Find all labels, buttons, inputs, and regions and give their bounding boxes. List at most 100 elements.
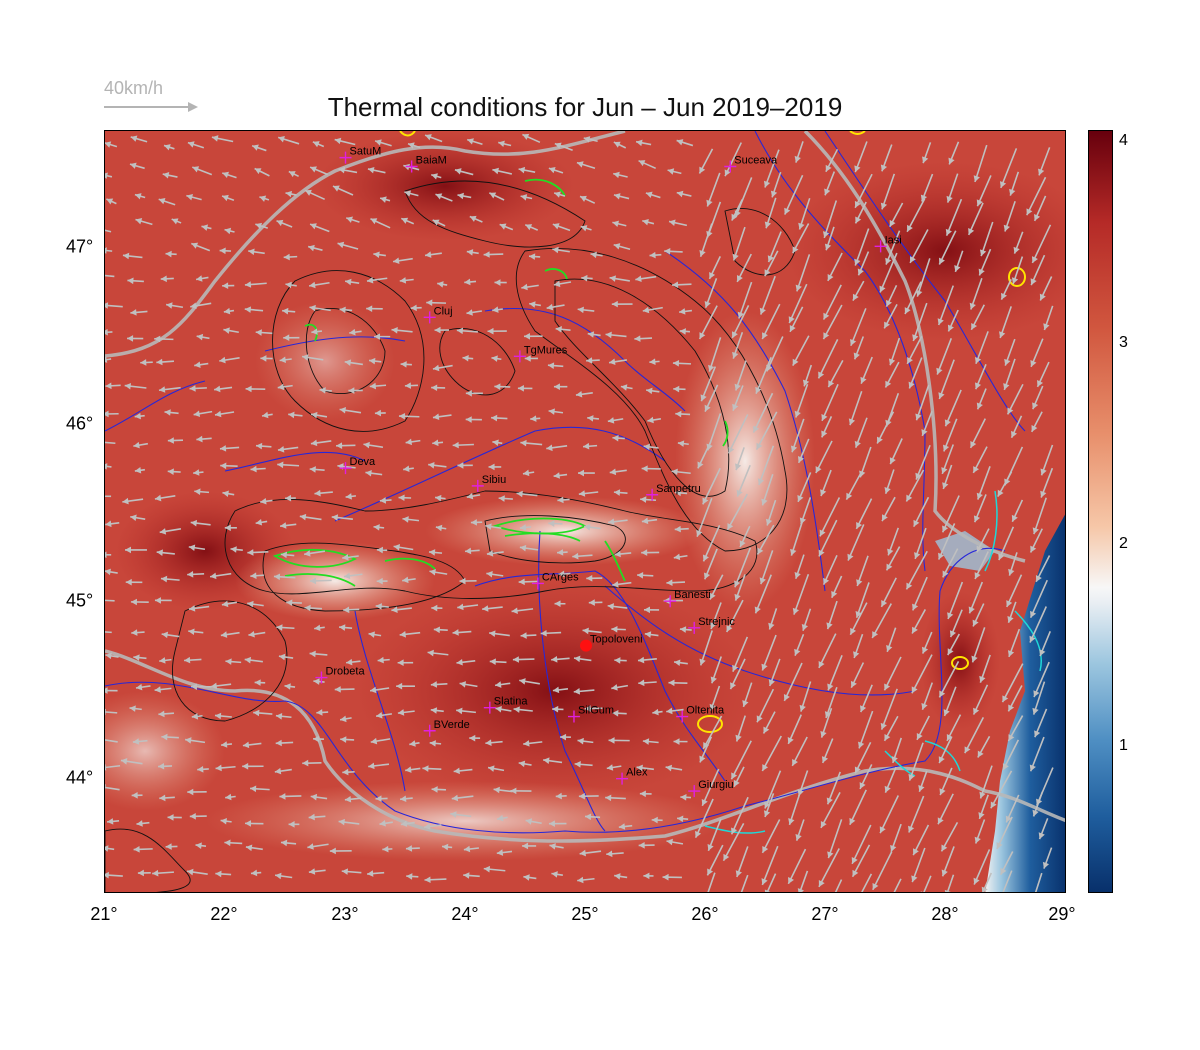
- wind-arrow: [855, 582, 870, 618]
- wind-arrow: [1029, 579, 1048, 619]
- wind-arrow: [560, 733, 571, 741]
- wind-arrow: [673, 385, 686, 393]
- wind-arrow: [757, 445, 775, 486]
- wind-arrow: [160, 275, 174, 283]
- wind-arrow: [915, 444, 931, 480]
- wind-arrow: [365, 469, 383, 477]
- wind-arrow: [944, 874, 955, 892]
- wind-arrow: [821, 738, 834, 764]
- wind-arrow: [451, 794, 474, 802]
- wind-arrow: [647, 416, 662, 424]
- wind-arrow: [250, 869, 262, 877]
- wind-arrow: [702, 715, 723, 750]
- wind-arrow: [166, 302, 184, 309]
- wind-arrow: [367, 166, 386, 174]
- wind-arrow: [105, 463, 112, 470]
- city-label: Sibiu: [482, 474, 506, 486]
- wind-arrow: [1035, 555, 1051, 583]
- wind-arrow: [519, 678, 540, 685]
- wind-arrow: [400, 217, 415, 225]
- wind-arrow: [976, 175, 992, 207]
- wind-arrow: [1038, 147, 1051, 176]
- wind-arrow: [457, 192, 472, 200]
- wind-arrow: [466, 138, 483, 146]
- wind-arrow: [492, 439, 503, 446]
- wind-arrow: [156, 549, 175, 556]
- wind-arrow: [731, 305, 750, 339]
- city-marker: Alex: [616, 767, 648, 785]
- map-frame[interactable]: SatuM BaiaM Suceava Iasi Cluj TgMures Deva Sibi…: [104, 130, 1066, 893]
- wind-arrow: [732, 636, 749, 672]
- wind-arrow: [764, 873, 777, 892]
- wind-arrow: [976, 466, 991, 500]
- wind-arrow: [822, 555, 838, 585]
- wind-arrow: [672, 360, 692, 367]
- wind-arrow: [640, 496, 657, 503]
- city-cross-icon: [423, 724, 436, 737]
- wind-arrow: [968, 581, 984, 614]
- wind-arrow: [464, 547, 480, 555]
- wind-arrow: [941, 495, 960, 533]
- wind-arrow: [1001, 663, 1024, 703]
- wind-arrow: [884, 361, 900, 388]
- wind-arrow: [611, 684, 628, 691]
- wind-arrow: [759, 550, 774, 585]
- wind-arrow: [457, 603, 479, 611]
- wind-arrow: [310, 411, 328, 419]
- wind-arrow: [158, 198, 176, 206]
- wind-arrow: [277, 446, 299, 453]
- wind-arrow: [525, 818, 542, 825]
- wind-arrow: [492, 306, 503, 313]
- wind-arrow: [730, 796, 749, 835]
- wind-arrow: [376, 712, 393, 719]
- wind-arrow: [127, 277, 144, 285]
- wind-arrow: [792, 573, 810, 615]
- wind-arrow: [797, 438, 810, 464]
- wind-arrow: [972, 603, 985, 627]
- wind-arrow: [134, 193, 146, 200]
- wind-arrow: [885, 546, 901, 571]
- wind-arrow: [764, 250, 779, 277]
- wind-arrow: [788, 788, 802, 826]
- y-tick-label: 46°: [66, 413, 94, 434]
- wind-arrow: [209, 572, 232, 580]
- wind-arrow: [937, 793, 954, 825]
- wind-arrow: [397, 709, 415, 716]
- wind-arrow: [282, 307, 296, 315]
- wind-arrow: [130, 598, 149, 606]
- wind-arrow: [767, 231, 782, 263]
- wind-arrow: [548, 408, 564, 415]
- wind-arrow: [158, 762, 173, 770]
- wind-arrow: [936, 338, 953, 375]
- wind-arrow: [399, 795, 413, 803]
- wind-arrow: [1007, 715, 1024, 742]
- wind-arrow: [701, 768, 720, 807]
- wind-arrow: [127, 335, 144, 342]
- wind-arrow: [392, 257, 413, 265]
- city-cross-icon: [339, 462, 352, 475]
- wind-arrow: [334, 137, 356, 146]
- wind-arrow: [219, 247, 232, 255]
- wind-arrow: [921, 631, 933, 654]
- wind-arrow: [641, 549, 660, 556]
- wind-arrow: [137, 869, 151, 877]
- wind-arrow: [379, 497, 392, 504]
- wind-arrow: [891, 737, 903, 764]
- wind-arrow: [373, 251, 386, 258]
- city-label: Slatina: [494, 696, 529, 708]
- wind-arrow: [337, 241, 359, 250]
- wind-arrow: [554, 600, 566, 608]
- wind-arrow: [301, 354, 324, 361]
- wind-arrow: [459, 681, 478, 688]
- wind-arrow: [195, 275, 209, 282]
- city-cross-icon: [531, 577, 544, 590]
- city-label: TgMures: [524, 344, 568, 356]
- wind-arrow: [405, 766, 421, 773]
- wind-arrow: [245, 844, 263, 852]
- wind-arrow: [1043, 305, 1054, 331]
- wind-arrow: [105, 302, 123, 309]
- wind-arrow: [435, 193, 453, 202]
- wind-arrow: [459, 577, 477, 585]
- wind-arrow: [214, 385, 233, 393]
- city-cross-icon: [483, 701, 496, 714]
